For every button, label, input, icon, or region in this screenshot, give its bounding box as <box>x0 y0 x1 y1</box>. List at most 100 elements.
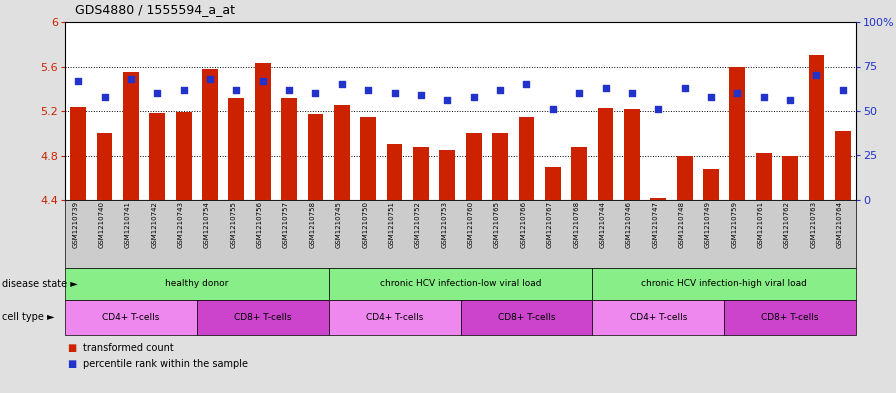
Point <box>361 86 375 93</box>
Point <box>783 97 797 103</box>
Bar <box>492 133 508 200</box>
Point <box>651 106 666 112</box>
Point <box>255 77 270 84</box>
Text: GSM1210751: GSM1210751 <box>389 201 394 248</box>
Point <box>229 86 244 93</box>
Text: GSM1210746: GSM1210746 <box>626 201 632 248</box>
Bar <box>808 55 824 200</box>
Bar <box>676 156 693 200</box>
Bar <box>572 147 587 200</box>
Bar <box>598 108 614 200</box>
Point <box>572 90 586 96</box>
Text: CD8+ T-cells: CD8+ T-cells <box>762 313 819 322</box>
Bar <box>624 109 640 200</box>
Point <box>440 97 454 103</box>
Point <box>151 90 165 96</box>
Bar <box>439 150 455 200</box>
Text: GSM1210766: GSM1210766 <box>521 201 527 248</box>
Text: GSM1210764: GSM1210764 <box>837 201 843 248</box>
Bar <box>545 167 561 200</box>
Text: CD4+ T-cells: CD4+ T-cells <box>630 313 687 322</box>
Point <box>546 106 560 112</box>
Bar <box>835 131 850 200</box>
Bar <box>70 107 86 200</box>
Text: GSM1210757: GSM1210757 <box>283 201 289 248</box>
Bar <box>387 144 402 200</box>
Bar <box>519 117 534 200</box>
Bar <box>334 105 349 200</box>
Text: CD8+ T-cells: CD8+ T-cells <box>497 313 556 322</box>
Point <box>71 77 85 84</box>
Bar <box>413 147 429 200</box>
Point <box>704 94 719 100</box>
Bar <box>228 97 245 200</box>
Text: ■: ■ <box>67 343 76 353</box>
Text: GSM1210740: GSM1210740 <box>99 201 105 248</box>
Point <box>625 90 639 96</box>
Point <box>98 94 112 100</box>
Bar <box>650 198 666 200</box>
Text: healthy donor: healthy donor <box>165 279 228 288</box>
Point <box>467 94 481 100</box>
Point <box>202 76 217 82</box>
Bar <box>729 66 745 200</box>
Point <box>677 85 692 91</box>
Point <box>809 72 823 79</box>
Text: chronic HCV infection-high viral load: chronic HCV infection-high viral load <box>642 279 807 288</box>
Text: GSM1210756: GSM1210756 <box>257 201 263 248</box>
Text: GSM1210747: GSM1210747 <box>652 201 659 248</box>
Text: GSM1210741: GSM1210741 <box>125 201 131 248</box>
Text: CD4+ T-cells: CD4+ T-cells <box>366 313 423 322</box>
Text: GSM1210753: GSM1210753 <box>442 201 447 248</box>
Text: GSM1210754: GSM1210754 <box>204 201 210 248</box>
Text: GSM1210755: GSM1210755 <box>230 201 237 248</box>
Text: GSM1210748: GSM1210748 <box>678 201 685 248</box>
Point <box>756 94 771 100</box>
Point <box>836 86 850 93</box>
Point <box>282 86 297 93</box>
Bar <box>703 169 719 200</box>
Text: GSM1210762: GSM1210762 <box>784 201 790 248</box>
Point <box>387 90 401 96</box>
Text: CD8+ T-cells: CD8+ T-cells <box>234 313 291 322</box>
Point <box>414 92 428 98</box>
Bar <box>466 133 481 200</box>
Point <box>520 81 534 88</box>
Bar <box>756 153 771 200</box>
Bar <box>202 69 218 200</box>
Text: GDS4880 / 1555594_a_at: GDS4880 / 1555594_a_at <box>75 3 235 16</box>
Text: chronic HCV infection-low viral load: chronic HCV infection-low viral load <box>380 279 541 288</box>
Bar <box>307 114 323 200</box>
Point <box>124 76 138 82</box>
Text: CD4+ T-cells: CD4+ T-cells <box>102 313 159 322</box>
Bar <box>782 156 798 200</box>
Bar <box>150 113 165 200</box>
Text: GSM1210750: GSM1210750 <box>362 201 368 248</box>
Text: GSM1210763: GSM1210763 <box>811 201 816 248</box>
Text: GSM1210759: GSM1210759 <box>731 201 737 248</box>
Bar <box>360 117 376 200</box>
Point <box>335 81 349 88</box>
Text: GSM1210742: GSM1210742 <box>151 201 158 248</box>
Text: GSM1210760: GSM1210760 <box>468 201 474 248</box>
Text: GSM1210767: GSM1210767 <box>547 201 553 248</box>
Point <box>308 90 323 96</box>
Text: ■: ■ <box>67 359 76 369</box>
Bar <box>281 97 297 200</box>
Text: GSM1210739: GSM1210739 <box>73 201 78 248</box>
Text: GSM1210744: GSM1210744 <box>599 201 606 248</box>
Bar <box>254 63 271 200</box>
Bar <box>176 112 192 200</box>
Text: disease state ►: disease state ► <box>2 279 78 289</box>
Bar <box>123 72 139 200</box>
Text: GSM1210743: GSM1210743 <box>177 201 184 248</box>
Point <box>177 86 191 93</box>
Bar <box>97 133 113 200</box>
Text: cell type ►: cell type ► <box>2 312 55 323</box>
Text: GSM1210765: GSM1210765 <box>494 201 500 248</box>
Text: GSM1210745: GSM1210745 <box>336 201 342 248</box>
Text: transformed count: transformed count <box>83 343 174 353</box>
Text: GSM1210752: GSM1210752 <box>415 201 421 248</box>
Text: GSM1210758: GSM1210758 <box>309 201 315 248</box>
Text: GSM1210761: GSM1210761 <box>758 201 763 248</box>
